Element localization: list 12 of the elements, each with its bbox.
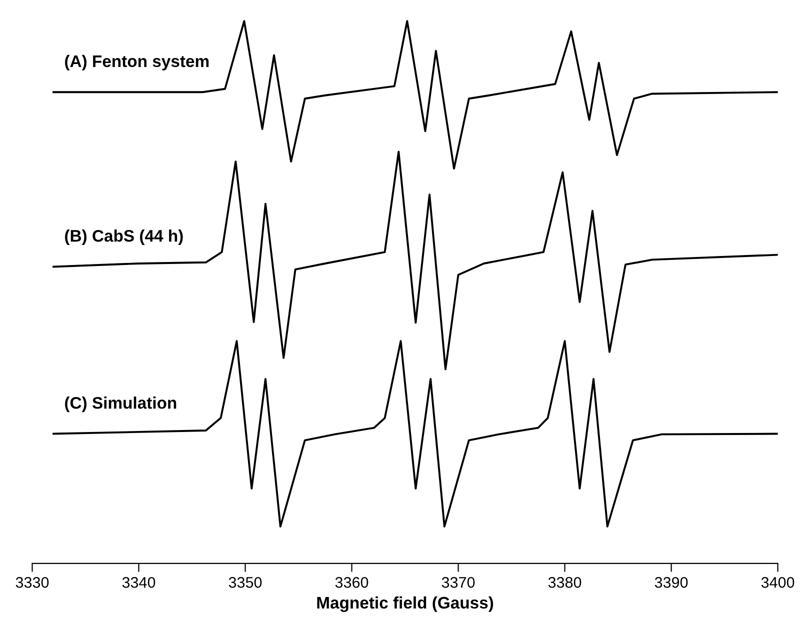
x-axis-title: Magnetic field (Gauss) <box>317 596 494 612</box>
x-tick-label: 3390 <box>654 577 688 588</box>
x-tick-label: 3360 <box>335 577 368 588</box>
series-label: (B) CabS (44 h) <box>65 230 183 246</box>
x-tick-label: 3340 <box>122 577 156 588</box>
x-tick-label: 3350 <box>228 577 262 588</box>
series-label: (A) Fenton system <box>65 54 209 70</box>
x-tick-label: 3330 <box>16 577 49 588</box>
x-tick-label: 3400 <box>761 577 794 588</box>
x-tick-label: 3370 <box>442 577 475 588</box>
series-label: (C) Simulation <box>65 396 176 412</box>
x-tick-label: 3380 <box>548 577 582 588</box>
